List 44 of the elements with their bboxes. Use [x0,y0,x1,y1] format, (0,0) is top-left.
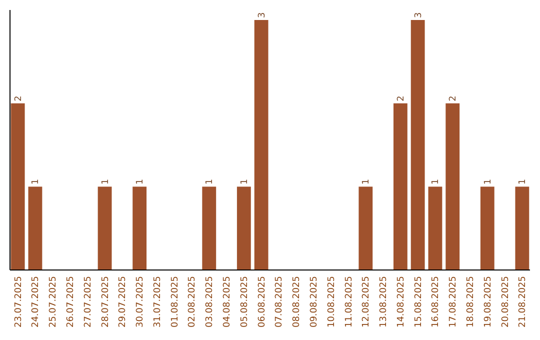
x-tick-label: 01.08.2025 [170,276,180,328]
data-label: 1 [31,178,42,185]
x-tick-label: 08.08.2025 [292,276,302,328]
x-tick-label: 06.08.2025 [257,276,268,328]
x-tick-label: 21.08.2025 [518,276,528,328]
x-tick-label: 26.07.2025 [66,276,76,328]
x-tick-label: 04.08.2025 [222,276,233,328]
data-label: 1 [362,178,372,185]
x-tick-label: 15.08.2025 [414,276,424,328]
x-tick-label: 03.08.2025 [205,276,216,328]
x-tick-label: 12.08.2025 [362,276,372,328]
x-tick-label: 16.08.2025 [431,276,442,328]
x-tick-label: 02.08.2025 [188,276,198,328]
data-label: 1 [518,178,528,185]
x-tick-label: 28.07.2025 [100,276,111,328]
x-tick-label: 20.08.2025 [500,276,511,328]
data-label: 3 [414,12,424,18]
x-tick-label: 14.08.2025 [396,276,406,328]
data-label: 2 [14,96,24,102]
x-tick-label: 13.08.2025 [379,276,390,328]
x-tick-label: 29.07.2025 [118,276,128,328]
data-label: 1 [483,178,494,185]
data-label: 1 [100,178,111,185]
x-tick-label: 09.08.2025 [309,276,320,328]
data-label: 3 [257,12,268,18]
x-tick-label: 05.08.2025 [240,276,250,328]
x-tick-label: 24.07.2025 [31,276,42,328]
x-tick-label: 25.07.2025 [48,276,59,328]
x-tick-label: 31.07.2025 [152,276,163,328]
x-tick-label: 18.08.2025 [466,276,476,328]
data-label: 1 [205,178,216,185]
data-label: 2 [448,96,459,102]
x-tick-label: 10.08.2025 [326,276,337,328]
x-tick-label: 30.07.2025 [136,276,146,328]
x-tick-label: 23.07.2025 [14,276,24,328]
data-label: 1 [431,178,442,185]
x-tick-label: 17.08.2025 [448,276,459,328]
x-tick-label: 19.08.2025 [483,276,494,328]
x-tick-label: 11.08.2025 [344,276,354,328]
x-tick-label: 27.07.2025 [83,276,94,328]
x-tick-label: 07.08.2025 [274,276,285,328]
data-label: 1 [240,178,250,185]
data-label: 1 [136,178,146,185]
data-label: 2 [396,96,406,102]
